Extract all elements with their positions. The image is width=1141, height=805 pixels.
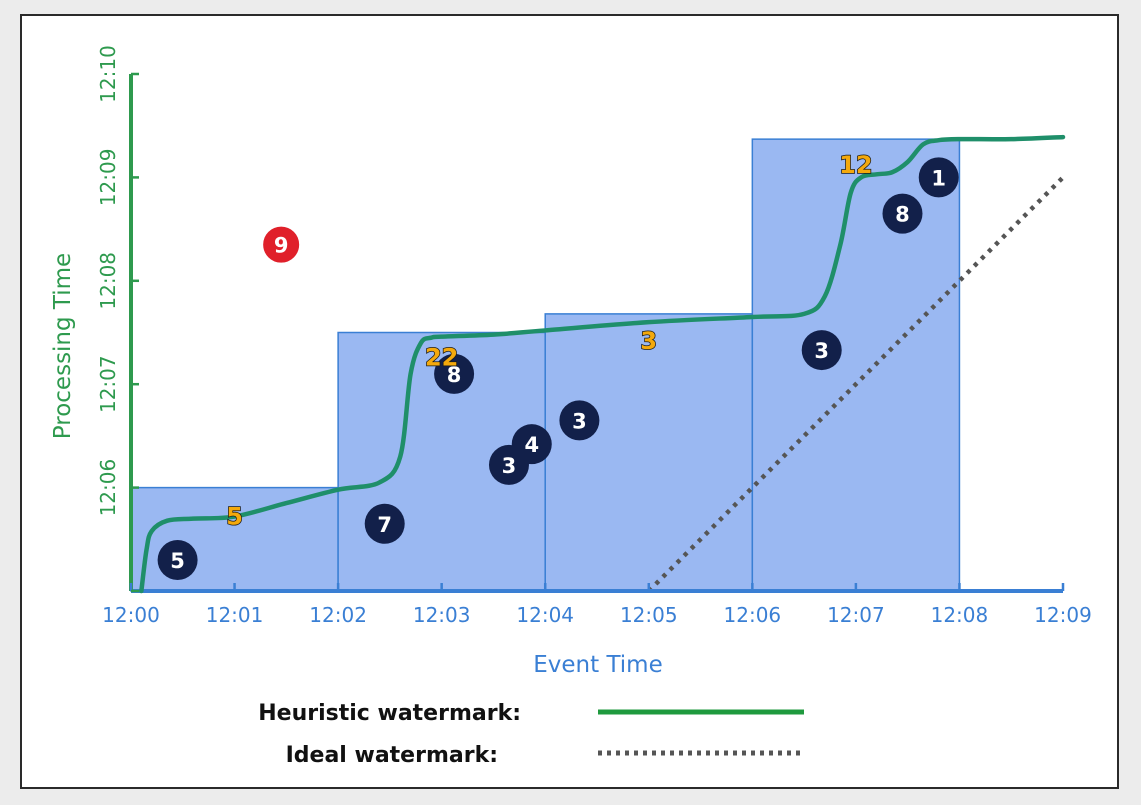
point-label: 3 — [502, 454, 517, 478]
y-axis-title: Processing Time — [50, 253, 76, 439]
point-marker — [364, 503, 405, 544]
data-point: 5 — [157, 539, 198, 580]
heuristic-watermark-layer — [139, 134, 1066, 594]
x-tick-label: 12:01 — [206, 603, 264, 627]
point-label: 1 — [931, 166, 946, 190]
point-label: 8 — [447, 363, 462, 387]
y-tick-label: 12:09 — [96, 149, 120, 207]
y-tick-label: 12:10 — [96, 45, 120, 103]
ideal-watermark-line — [647, 175, 1065, 593]
windows-layer — [130, 138, 961, 592]
late-point-label: 9 — [274, 234, 289, 258]
point-marker — [157, 539, 198, 580]
data-point: 4 — [511, 424, 552, 465]
point-label: 5 — [170, 549, 185, 573]
heuristic-watermark-line — [139, 134, 1066, 594]
results-layer: 5 22 3 12 — [225, 150, 873, 531]
y-tick-label: 12:07 — [96, 355, 120, 413]
data-point: 1 — [918, 157, 959, 198]
legend-label-ideal: Ideal watermark: — [286, 743, 498, 768]
x-tick-label: 12:04 — [516, 603, 574, 627]
point-label: 3 — [572, 409, 587, 433]
window-result-label: 12 — [839, 151, 872, 179]
x-axis-title: Event Time — [533, 652, 663, 678]
data-point: 7 — [364, 503, 405, 544]
point-marker — [801, 330, 842, 371]
x-tick-label: 12:07 — [827, 603, 885, 627]
legend: Heuristic watermark: Ideal watermark: — [258, 701, 804, 768]
x-tick-label: 12:00 — [102, 603, 160, 627]
point-label: 7 — [377, 513, 392, 537]
data-point: 8 — [882, 193, 923, 234]
window-pane-4 — [751, 138, 961, 592]
x-tick-label: 12:05 — [620, 603, 678, 627]
point-marker — [511, 424, 552, 465]
axes-layer — [129, 72, 1065, 593]
point-label: 8 — [895, 203, 910, 227]
data-point: 3 — [801, 330, 842, 371]
legend-label-heuristic: Heuristic watermark: — [258, 701, 521, 726]
x-tick-label: 12:02 — [309, 603, 367, 627]
ideal-watermark-layer — [647, 175, 1065, 593]
data-point: 3 — [559, 400, 600, 441]
window-pane-3 — [544, 313, 754, 592]
late-data-point: 9 — [261, 224, 302, 265]
x-tick-label: 12:08 — [931, 603, 989, 627]
point-marker — [918, 157, 959, 198]
point-marker — [882, 193, 923, 234]
data-point: 8 — [434, 353, 475, 394]
point-label: 4 — [524, 433, 539, 457]
x-tick-label: 12:09 — [1034, 603, 1092, 627]
window-result-label: 5 — [226, 503, 243, 531]
point-marker — [434, 353, 475, 394]
x-tick-label: 12:03 — [413, 603, 471, 627]
tick-labels-layer: 12:00 12:01 12:02 12:03 12:04 12:05 12:06 12:07… — [96, 45, 1092, 627]
y-tick-label: 12:08 — [96, 252, 120, 310]
window-result-label: 3 — [640, 327, 657, 355]
point-label: 3 — [814, 339, 829, 363]
point-marker — [559, 400, 600, 441]
x-tick-label: 12:06 — [724, 603, 782, 627]
late-point-marker — [261, 224, 302, 265]
y-tick-label: 12:06 — [96, 459, 120, 517]
window-result-label: 22 — [425, 343, 458, 371]
